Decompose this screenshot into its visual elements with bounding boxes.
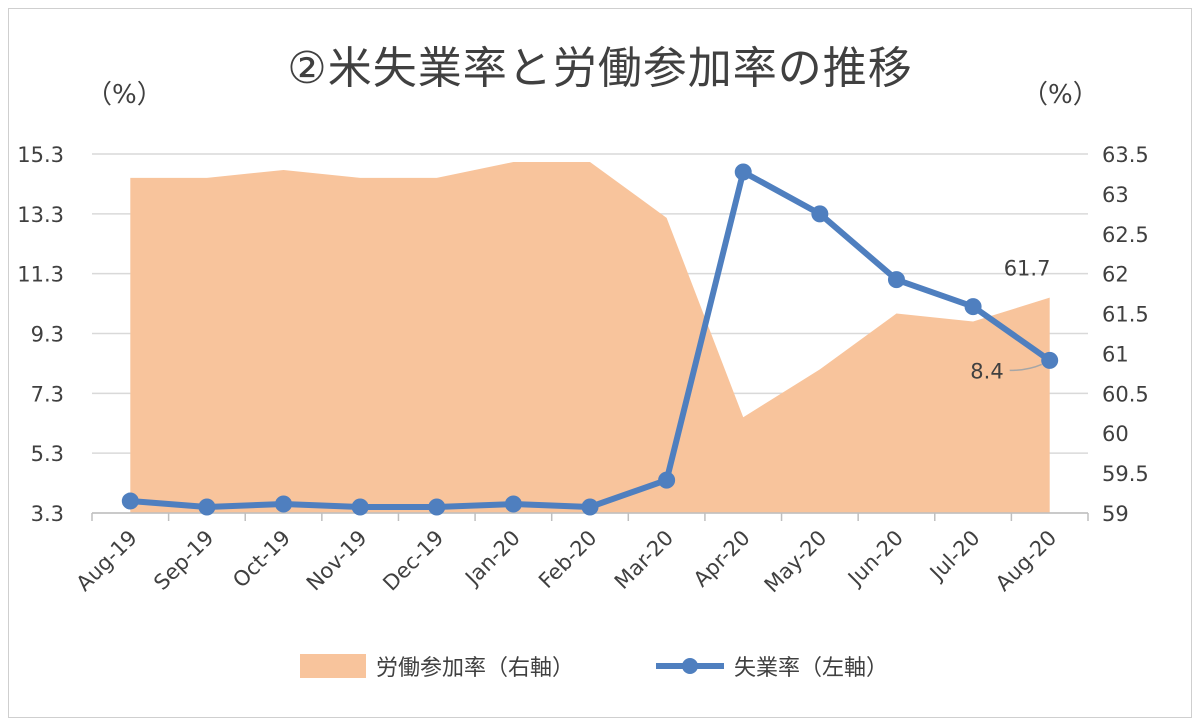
right-y-axis: 59 59.5 60 60.5 61 61.5 62 62.5 63 63.5 (1102, 143, 1149, 526)
right-tick-label: 63.5 (1102, 143, 1149, 167)
right-tick-label: 61 (1102, 342, 1129, 366)
right-tick-label: 59.5 (1102, 462, 1149, 486)
chart-title: ②米失業率と労働参加率の推移 (287, 43, 913, 94)
right-tick-label: 60.5 (1102, 382, 1149, 406)
line-point (121, 492, 139, 510)
line-point (1041, 351, 1059, 369)
line-point (811, 205, 829, 223)
right-tick-label: 60 (1102, 422, 1129, 446)
legend: 労働参加率（右軸） 失業率（左軸） (300, 654, 888, 681)
line-point (658, 471, 676, 489)
line-point (887, 271, 905, 289)
data-labels: 61.7 8.4 (970, 257, 1050, 384)
line-point (734, 163, 752, 181)
area-fill (130, 161, 1050, 513)
line-data-label: 8.4 (970, 359, 1003, 383)
legend-line-label: 失業率（左軸） (734, 656, 888, 681)
left-tick-label: 3.3 (31, 502, 64, 526)
x-tick-label: Nov-19 (302, 526, 372, 596)
x-tick-label: Dec-19 (378, 526, 448, 596)
x-tick-label: Oct-19 (228, 526, 295, 593)
line-point (351, 498, 369, 516)
x-tick-label: Sep-19 (149, 526, 218, 595)
right-tick-label: 62.5 (1102, 223, 1149, 247)
line-point (198, 498, 216, 516)
left-axis-unit: （%） (86, 80, 163, 110)
line-point (275, 495, 293, 513)
area-series (130, 161, 1050, 513)
left-tick-label: 13.3 (17, 203, 64, 227)
left-tick-label: 5.3 (31, 442, 64, 466)
data-label-leader (1009, 363, 1042, 372)
right-tick-label: 63 (1102, 183, 1129, 207)
left-tick-label: 7.3 (31, 382, 64, 406)
x-tick-label: Apr-20 (689, 526, 755, 592)
x-tick-label: Feb-20 (534, 526, 602, 594)
right-axis-unit: （%） (1022, 80, 1099, 110)
right-tick-label: 61.5 (1102, 303, 1149, 327)
x-tick-label: Aug-20 (991, 526, 1061, 596)
line-point (504, 495, 522, 513)
x-tick-label: Jan-20 (459, 526, 525, 592)
left-tick-label: 9.3 (31, 323, 64, 347)
left-y-axis: 3.3 5.3 7.3 9.3 11.3 13.3 15.3 (17, 143, 64, 526)
x-tick-label: Mar-20 (610, 526, 678, 594)
line-point (581, 498, 599, 516)
x-tick-label: Jun-20 (842, 526, 908, 592)
area-data-label: 61.7 (1004, 257, 1051, 281)
x-axis: Aug-19 Sep-19 Oct-19 Nov-19 Dec-19 Jan-20 Feb-… (72, 512, 1089, 598)
x-tick-label: May-20 (760, 526, 832, 598)
right-tick-label: 62 (1102, 263, 1129, 287)
legend-area-label: 労働参加率（右軸） (376, 656, 574, 681)
line-point (428, 498, 446, 516)
left-tick-label: 11.3 (17, 263, 64, 287)
line-point (964, 298, 982, 316)
legend-line-marker (682, 658, 698, 674)
right-tick-label: 59 (1102, 502, 1129, 526)
x-tick-label: Jul-20 (924, 526, 985, 587)
line-series (121, 163, 1059, 516)
left-tick-label: 15.3 (17, 143, 64, 167)
x-tick-label: Aug-19 (72, 526, 142, 596)
legend-area-swatch (300, 654, 366, 678)
